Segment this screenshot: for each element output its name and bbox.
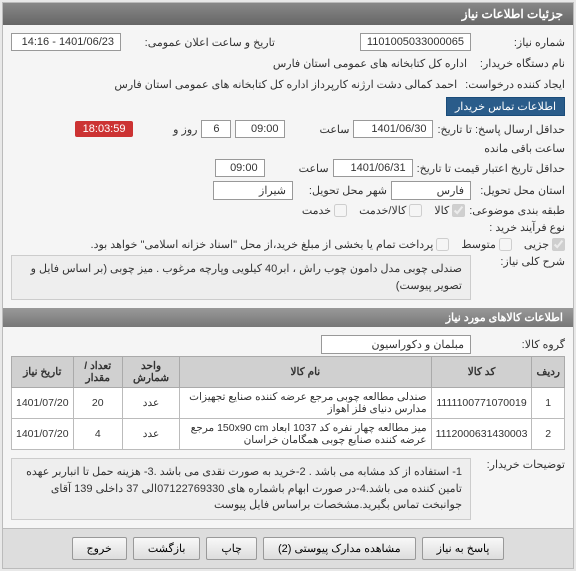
row-need-number: شماره نیاز: 1101005033000065 تاریخ و ساع… (11, 31, 565, 53)
province-label: استان محل تحویل: (475, 184, 565, 197)
table-header-row: ردیف کد کالا نام کالا واحد شمارش تعداد /… (12, 357, 565, 388)
category-checkbox-group: کالا کالا/خدمت خدمت (302, 204, 465, 217)
items-header: اطلاعات کالاهای مورد نیاز (3, 308, 573, 327)
deadline-validity-label: حداقل تاریخ اعتبار قیمت تا تاریخ: (417, 162, 565, 175)
checkbox-partial (552, 238, 565, 251)
back-button[interactable]: بازگشت (133, 537, 201, 560)
row-requester: ایجاد کننده درخواست: احمد کمالی دشت ارژن… (11, 74, 565, 118)
cell-unit: عدد (122, 388, 179, 419)
remain-label: ساعت باقی مانده (475, 142, 565, 155)
row-buyer-org: نام دستگاه خریدار: اداره کل کتابخانه های… (11, 53, 565, 74)
cb-medium-label: متوسط (461, 238, 496, 251)
row-need-desc: شرح کلی نیاز: صندلی چوبی مدل دامون چوب ر… (11, 253, 565, 302)
cell-qty: 4 (73, 419, 122, 450)
deadline-validity-date: 1401/06/31 (333, 159, 413, 177)
th-date: تاریخ نیاز (12, 357, 74, 388)
buyer-org-value: اداره کل کتابخانه های عمومی استان فارس (269, 55, 471, 72)
items-body: گروه کالا: مبلمان و دکوراسیون ردیف کد کا… (3, 327, 573, 528)
cell-date: 1401/07/20 (12, 419, 74, 450)
table-row: 1 1111100771070019 صندلی مطالعه چوبی مرج… (12, 388, 565, 419)
cell-code: 1112000631430003 (431, 419, 532, 450)
table-row: 2 1112000631430003 میز مطالعه چهار نفره … (12, 419, 565, 450)
requester-label: ایجاد کننده درخواست: (465, 78, 565, 91)
cell-date: 1401/07/20 (12, 388, 74, 419)
cell-idx: 2 (532, 419, 565, 450)
days-value: 6 (201, 120, 231, 138)
deadline-validity-time: 09:00 (215, 159, 265, 177)
buyer-org-label: نام دستگاه خریدار: (475, 57, 565, 70)
checkbox-medium (499, 238, 512, 251)
deadline-send-time: 09:00 (235, 120, 285, 138)
city-value: شیراز (213, 181, 293, 200)
exit-button[interactable]: خروج (72, 537, 127, 560)
cell-idx: 1 (532, 388, 565, 419)
cb-partial-label: جزیی (524, 238, 549, 251)
buyer-notes-label: توضیحات خریدار: (475, 458, 565, 471)
cb-contract-label: خدمت (302, 204, 331, 217)
cell-qty: 20 (73, 388, 122, 419)
checkbox-goods (452, 204, 465, 217)
cb-goods: کالا (434, 204, 465, 217)
items-table: ردیف کد کالا نام کالا واحد شمارش تعداد /… (11, 356, 565, 450)
row-category: طبقه بندی موضوعی: کالا کالا/خدمت خدمت (11, 202, 565, 219)
cb-goods-service: کالا/خدمت (359, 204, 422, 217)
cb-medium: متوسط (461, 238, 512, 251)
province-value: فارس (391, 181, 471, 200)
row-buyer-notes: توضیحات خریدار: 1- استفاده از کد مشابه م… (11, 456, 565, 522)
announce-value: 1401/06/23 - 14:16 (11, 33, 121, 51)
days-label: روز و (137, 123, 197, 136)
attachments-button[interactable]: مشاهده مدارک پیوستی (2) (263, 537, 416, 560)
deadline-send-label: حداقل ارسال پاسخ: تا تاریخ: (437, 123, 565, 136)
announce-label: تاریخ و ساعت اعلان عمومی: (125, 36, 275, 49)
cb-payment-note: پرداخت تمام یا بخشی از مبلغ خرید،از محل … (91, 238, 450, 251)
goods-group-value: مبلمان و دکوراسیون (321, 335, 471, 354)
goods-group-label: گروه کالا: (475, 338, 565, 351)
time-label-2: ساعت (269, 162, 329, 175)
requester-value: احمد کمالی دشت ارژنه کارپرداز اداره کل ک… (110, 76, 461, 93)
cb-contract: خدمت (302, 204, 347, 217)
checkbox-contract (334, 204, 347, 217)
need-details-panel: جزئیات اطلاعات نیاز شماره نیاز: 11010050… (2, 2, 574, 569)
th-code: کد کالا (431, 357, 532, 388)
row-location: استان محل تحویل: فارس شهر محل تحویل: شیر… (11, 179, 565, 202)
city-label: شهر محل تحویل: (297, 184, 387, 197)
checkbox-payment-note (436, 238, 449, 251)
th-name: نام کالا (180, 357, 431, 388)
th-row: ردیف (532, 357, 565, 388)
cb-partial: جزیی (524, 238, 565, 251)
checkbox-goods-service (409, 204, 422, 217)
cell-unit: عدد (122, 419, 179, 450)
need-number-label: شماره نیاز: (475, 36, 565, 49)
cell-name: میز مطالعه چهار نفره کد 1037 ابعاد 150x9… (180, 419, 431, 450)
row-deadline-validity: حداقل تاریخ اعتبار قیمت تا تاریخ: 1401/0… (11, 157, 565, 179)
cb-payment-note-label: پرداخت تمام یا بخشی از مبلغ خرید،از محل … (91, 238, 434, 251)
time-label-1: ساعت (289, 123, 349, 136)
row-goods-group: گروه کالا: مبلمان و دکوراسیون (11, 333, 565, 356)
contact-buyer-button[interactable]: اطلاعات تماس خریدار (446, 97, 565, 116)
deadline-send-date: 1401/06/30 (353, 120, 433, 138)
panel-body: شماره نیاز: 1101005033000065 تاریخ و ساع… (3, 25, 573, 308)
cb-goods-service-label: کالا/خدمت (359, 204, 406, 217)
need-desc-label: شرح کلی نیاز: (475, 255, 565, 268)
panel-title: جزئیات اطلاعات نیاز (3, 3, 573, 25)
th-qty: تعداد / مقدار (73, 357, 122, 388)
purchase-type-label: نوع فرآیند خرید : (475, 221, 565, 234)
th-unit: واحد شمارش (122, 357, 179, 388)
buyer-notes-value: 1- استفاده از کد مشابه می باشد . 2-خرید … (11, 458, 471, 520)
countdown-timer: 18:03:59 (75, 121, 134, 137)
row-purchase-type: نوع فرآیند خرید : جزیی متوسط پرداخت تمام… (11, 219, 565, 253)
need-desc-value: صندلی چوبی مدل دامون چوب راش ، ابر40 کیل… (11, 255, 471, 300)
cb-goods-label: کالا (434, 204, 449, 217)
print-button[interactable]: چاپ (206, 537, 257, 560)
footer-buttons: پاسخ به نیاز مشاهده مدارک پیوستی (2) چاپ… (3, 528, 573, 568)
purchase-type-group: جزیی متوسط پرداخت تمام یا بخشی از مبلغ خ… (91, 238, 565, 251)
category-label: طبقه بندی موضوعی: (469, 204, 565, 217)
need-number-value: 1101005033000065 (360, 33, 471, 51)
respond-button[interactable]: پاسخ به نیاز (422, 537, 505, 560)
cell-code: 1111100771070019 (431, 388, 532, 419)
cell-name: صندلی مطالعه چوبی مرجع عرضه کننده صنایع … (180, 388, 431, 419)
row-deadline-send: حداقل ارسال پاسخ: تا تاریخ: 1401/06/30 س… (11, 118, 565, 157)
